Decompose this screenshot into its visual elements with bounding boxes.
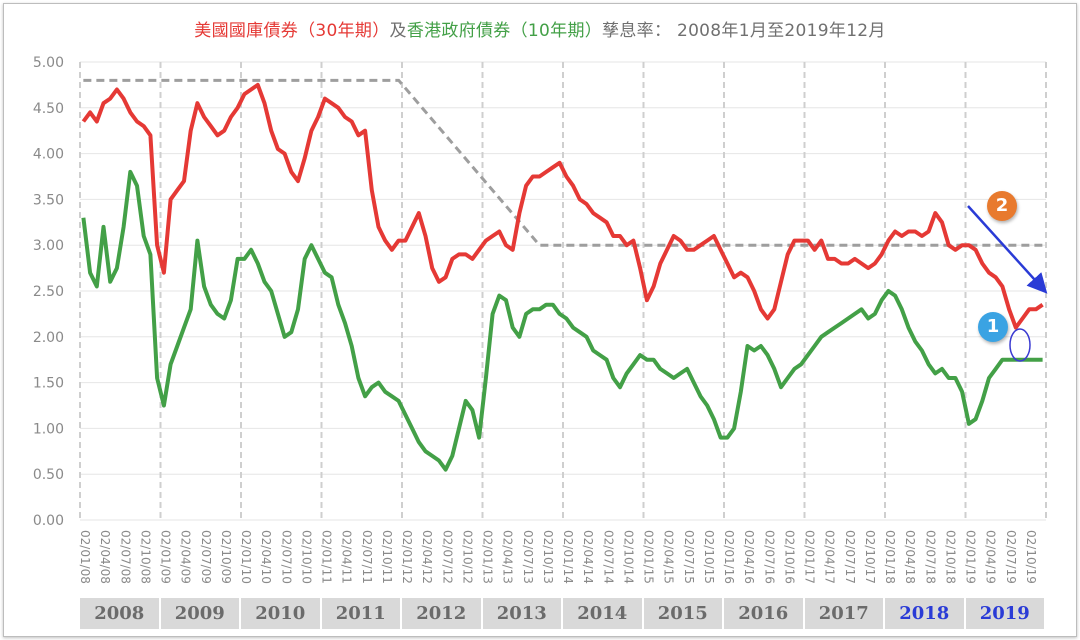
x-tick-label: 02/04/17 <box>823 530 837 584</box>
year-label-2016: 2016 <box>724 598 805 629</box>
x-tick-label: 02/07/14 <box>601 530 615 584</box>
x-tick-label: 02/07/08 <box>118 530 132 584</box>
y-tick-label: 4.00 <box>33 147 64 163</box>
y-tick-label: 0.00 <box>33 513 64 529</box>
hk10-yield-line <box>81 169 1043 472</box>
chart-frame <box>3 3 1077 637</box>
title-hk10: 香港政府債券（10年期） <box>406 21 603 41</box>
year-band: 2008 2009 2010 2011 2012 2013 2014 2015 2016 2017… <box>80 598 1046 629</box>
x-tick-label: 02/04/16 <box>742 530 756 584</box>
x-tick-label: 02/07/19 <box>1004 530 1018 584</box>
x-tick-label: 02/07/11 <box>360 530 374 584</box>
x-tick-label: 02/07/16 <box>762 530 776 584</box>
x-tick-label: 02/01/14 <box>561 530 575 584</box>
x-tick-label: 02/10/10 <box>299 530 313 584</box>
x-tick-label: 02/04/12 <box>420 530 434 584</box>
x-tick-label: 02/01/08 <box>78 530 92 584</box>
x-tick-label: 02/01/15 <box>642 530 656 584</box>
x-tick-label: 02/10/14 <box>621 530 635 584</box>
year-label-2009: 2009 <box>160 598 241 629</box>
x-tick-label: 02/10/17 <box>863 530 877 584</box>
year-label-2008: 2008 <box>80 598 161 629</box>
x-tick-label: 02/04/15 <box>662 530 676 584</box>
low-point-circle <box>1009 328 1031 362</box>
x-tick-label: 02/10/11 <box>380 530 394 584</box>
us30-yield-line <box>81 82 1044 330</box>
y-tick-label: 5.00 <box>33 55 64 71</box>
y-tick-label: 3.00 <box>33 238 64 254</box>
x-tick-label: 02/04/13 <box>501 530 515 584</box>
x-tick-label: 02/07/15 <box>682 530 696 584</box>
year-label-2010: 2010 <box>241 598 322 629</box>
annotation-badge-2: 2 <box>987 191 1017 221</box>
x-tick-label: 02/04/10 <box>259 530 273 584</box>
title-range: 孳息率： 2008年1月至2019年12月 <box>602 21 886 41</box>
x-tick-label: 02/10/19 <box>1024 530 1038 584</box>
x-tick-label: 02/01/09 <box>159 530 173 584</box>
x-tick-label: 02/04/11 <box>340 530 354 584</box>
x-tick-label: 02/07/18 <box>923 530 937 584</box>
chart-title: 美國國庫債券（30年期）及香港政府債券（10年期）孳息率： 2008年1月至20… <box>0 16 1080 41</box>
year-label-2019: 2019 <box>965 598 1046 629</box>
x-tick-label: 02/01/19 <box>964 530 978 584</box>
annotation-badge-1: 1 <box>978 312 1008 342</box>
x-tick-label: 02/07/12 <box>440 530 454 584</box>
y-tick-label: 4.50 <box>33 101 64 117</box>
year-label-2013: 2013 <box>482 598 563 629</box>
year-label-2015: 2015 <box>643 598 724 629</box>
y-tick-label: 2.00 <box>33 330 64 346</box>
downtrend-arrow <box>967 205 1048 294</box>
title-us30: 美國國庫債券（30年期） <box>194 21 390 41</box>
x-tick-label: 02/01/17 <box>803 530 817 584</box>
x-tick-label: 02/04/14 <box>581 530 595 584</box>
x-tick-label: 02/01/12 <box>400 530 414 584</box>
x-tick-label: 02/04/19 <box>984 530 998 584</box>
x-tick-label: 02/10/09 <box>219 530 233 584</box>
y-tick-label: 3.50 <box>33 192 64 208</box>
x-tick-label: 02/01/18 <box>883 530 897 584</box>
x-tick-label: 02/07/17 <box>843 530 857 584</box>
x-tick-label: 02/01/13 <box>481 530 495 584</box>
x-tick-label: 02/01/16 <box>722 530 736 584</box>
x-tick-label: 02/04/18 <box>903 530 917 584</box>
x-tick-label: 02/10/15 <box>702 530 716 584</box>
year-label-2017: 2017 <box>804 598 885 629</box>
y-tick-label: 0.50 <box>33 467 64 483</box>
year-label-2012: 2012 <box>402 598 483 629</box>
y-tick-label: 1.50 <box>33 376 64 392</box>
x-tick-label: 02/01/10 <box>239 530 253 584</box>
x-tick-label: 02/07/10 <box>279 530 293 584</box>
x-tick-label: 02/07/09 <box>199 530 213 584</box>
x-tick-label: 02/10/12 <box>460 530 474 584</box>
x-tick-label: 02/01/11 <box>320 530 334 584</box>
x-tick-label: 02/10/16 <box>782 530 796 584</box>
year-label-2018: 2018 <box>885 598 966 629</box>
y-tick-label: 2.50 <box>33 284 64 300</box>
year-label-2014: 2014 <box>563 598 644 629</box>
x-tick-label: 02/10/08 <box>138 530 152 584</box>
x-tick-label: 02/04/08 <box>98 530 112 584</box>
y-tick-label: 1.00 <box>33 421 64 437</box>
x-tick-label: 02/07/13 <box>521 530 535 584</box>
x-tick-label: 02/10/18 <box>943 530 957 584</box>
x-tick-label: 02/04/09 <box>179 530 193 584</box>
year-label-2011: 2011 <box>321 598 402 629</box>
x-tick-label: 02/10/13 <box>541 530 555 584</box>
title-connector: 及 <box>389 21 407 41</box>
